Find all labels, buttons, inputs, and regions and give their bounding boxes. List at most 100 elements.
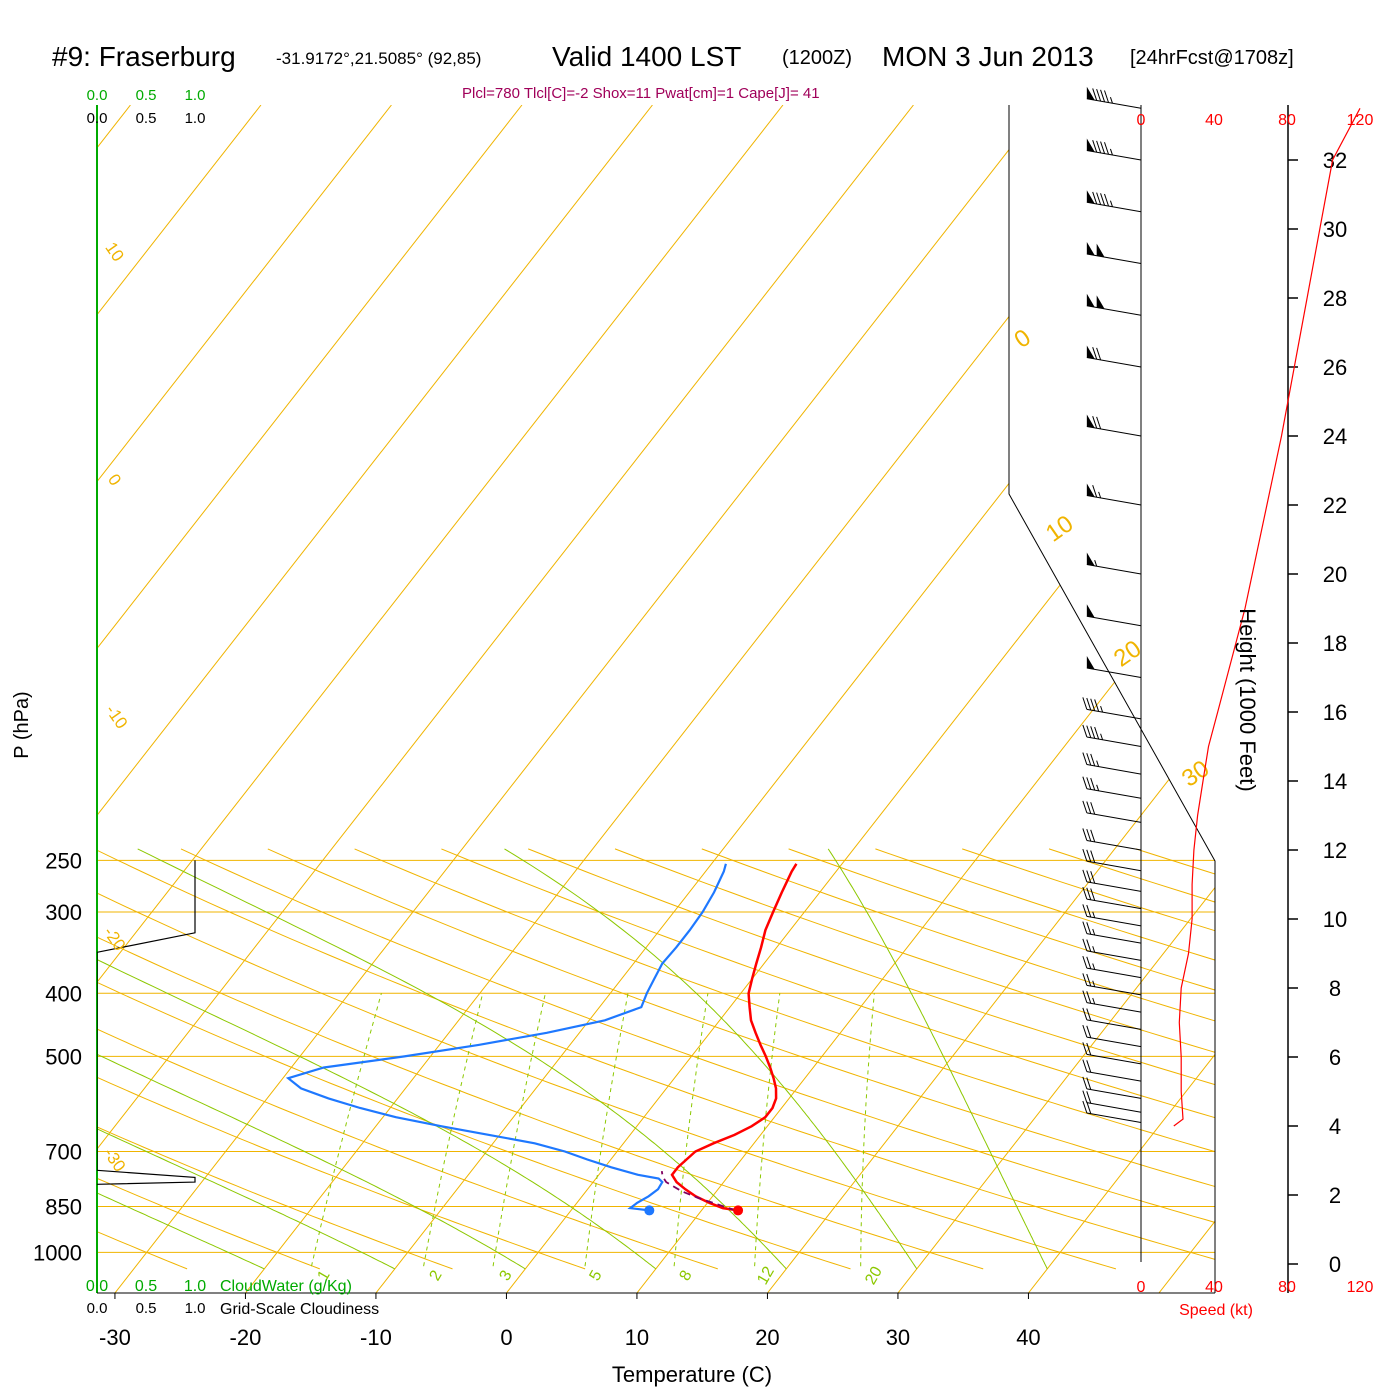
pressure-tick-label: 1000 xyxy=(33,1240,82,1265)
pressure-tick-label: 400 xyxy=(45,981,82,1006)
wind-barb-full xyxy=(1082,886,1088,900)
moist-adiabat-line xyxy=(97,848,657,1270)
wind-barb-full xyxy=(1082,1100,1088,1114)
isotherm-label: 0 xyxy=(1009,324,1035,354)
valid-date: MON 3 Jun 2013 xyxy=(882,41,1094,72)
wind-barb-flag xyxy=(1086,138,1095,152)
wind-barb-full xyxy=(1086,991,1092,1004)
wind-barb xyxy=(1082,776,1142,799)
height-tick-label: 16 xyxy=(1323,700,1347,725)
wind-barb-full xyxy=(1082,1042,1088,1055)
x-axis-title: Temperature (C) xyxy=(612,1362,772,1387)
moist-adiabat-line xyxy=(827,848,1048,1270)
wind-barb-flag xyxy=(1096,295,1105,309)
forecast-info: [24hrFcst@1708z] xyxy=(1130,47,1294,69)
dry-adiabat-line xyxy=(97,848,1117,1270)
wind-barb xyxy=(1082,1024,1142,1048)
surface-dewpoint-marker xyxy=(644,1205,655,1216)
wind-barb xyxy=(1082,1100,1142,1124)
height-tick-label: 24 xyxy=(1323,424,1347,449)
isotherm-line xyxy=(636,105,1215,1293)
temperature-tick-label: -20 xyxy=(230,1325,262,1350)
speed-tick-top: 80 xyxy=(1278,112,1296,129)
speed-tick-top: 0 xyxy=(1137,112,1146,129)
mixing-ratio-label: 5 xyxy=(587,1268,606,1284)
wind-barb-flag xyxy=(1086,241,1095,256)
moist-adiabat-line xyxy=(97,848,526,1270)
speed-tick-bottom: 40 xyxy=(1205,1279,1223,1296)
wind-barb-half xyxy=(1109,97,1113,104)
wind-barb-staff xyxy=(1086,494,1142,506)
dry-adiabat-line xyxy=(267,848,1215,1270)
mixing-ratio-label: 3 xyxy=(497,1268,516,1284)
wind-barb-flag xyxy=(1086,552,1095,566)
wind-barb xyxy=(1082,886,1142,910)
wind-barb-staff xyxy=(1086,881,1142,892)
wind-barb-full xyxy=(1086,973,1092,987)
mixing-ratio-label: 8 xyxy=(677,1268,696,1284)
wind-barb-full xyxy=(1086,1091,1092,1104)
wind-barb xyxy=(1086,483,1142,506)
wind-barb-full xyxy=(1100,193,1106,206)
wind-barb-staff xyxy=(1086,1102,1142,1113)
temperature-tick-label: -10 xyxy=(360,1325,392,1350)
wind-barb xyxy=(1086,241,1142,264)
wind-barb-full xyxy=(1104,193,1109,207)
wind-barb-full xyxy=(1092,191,1098,205)
wind-barb-staff xyxy=(1086,425,1142,437)
station-title: #9: Fraserburg xyxy=(52,41,236,72)
isotherm-label: 10 xyxy=(1041,510,1078,547)
wind-barb-full xyxy=(1086,1008,1092,1021)
wind-barb-staff xyxy=(1086,98,1142,109)
wind-barb-full xyxy=(1086,956,1092,969)
wind-barb-staff xyxy=(1086,253,1142,264)
wind-barb-full xyxy=(1082,973,1088,986)
height-tick-label: 6 xyxy=(1329,1045,1341,1070)
wind-barb xyxy=(1086,138,1142,161)
pressure-tick-label: 700 xyxy=(45,1140,82,1165)
temperature-tick-label: -30 xyxy=(99,1325,131,1350)
height-tick-label: 30 xyxy=(1323,217,1347,242)
pressure-tick-label: 300 xyxy=(45,900,82,925)
wind-barb-staff xyxy=(1086,305,1142,316)
wind-barb-flag xyxy=(1086,345,1095,359)
wind-barb-staff xyxy=(1086,708,1142,720)
moist-adiabat-line xyxy=(504,848,918,1270)
wind-barb-full xyxy=(1086,887,1092,900)
wind-barb-full xyxy=(1092,140,1098,153)
wind-barb-half xyxy=(1094,560,1098,567)
height-tick-label: 8 xyxy=(1329,976,1341,1001)
wind-barb xyxy=(1082,955,1142,979)
temperature-tick-label: 20 xyxy=(755,1325,779,1350)
wind-barb xyxy=(1086,345,1142,368)
wind-barb-full xyxy=(1086,870,1092,883)
cloudwater-tick-top: 0.5 xyxy=(136,87,157,104)
wind-barb-full xyxy=(1082,724,1088,738)
wind-barb-staff xyxy=(1086,950,1142,961)
temperature-line xyxy=(670,863,798,1212)
dry-adiabat-line xyxy=(441,848,1215,1270)
isotherm-label: 10 xyxy=(101,239,127,265)
wind-barb-full xyxy=(1082,921,1088,934)
temperature-tick-label: 10 xyxy=(625,1325,649,1350)
wind-barb-flag xyxy=(1086,86,1095,101)
speed-tick-bottom: 80 xyxy=(1278,1279,1296,1296)
wind-barb xyxy=(1082,697,1142,720)
mixing-ratio-line xyxy=(860,993,875,1267)
wind-barb-staff xyxy=(1086,615,1142,627)
dry-adiabat-line xyxy=(701,848,1215,1270)
wind-barb-staff xyxy=(1086,1088,1142,1099)
wind-barb-staff xyxy=(1086,984,1142,996)
cloudiness-tick-bottom: 0.0 xyxy=(87,1300,108,1317)
cloudiness-title: Grid-Scale Cloudiness xyxy=(220,1301,379,1318)
wind-barb xyxy=(1082,724,1142,747)
cloudwater-tick-bottom: 0.0 xyxy=(86,1278,108,1295)
wind-barb-full xyxy=(1082,1076,1088,1090)
frame-layer xyxy=(96,105,1216,1294)
height-tick-label: 14 xyxy=(1323,769,1347,794)
speed-tick-top: 40 xyxy=(1205,112,1223,129)
wind-barb-full xyxy=(1086,697,1092,711)
wind-barb-staff xyxy=(1086,736,1142,747)
wind-barb-full xyxy=(1104,90,1109,103)
